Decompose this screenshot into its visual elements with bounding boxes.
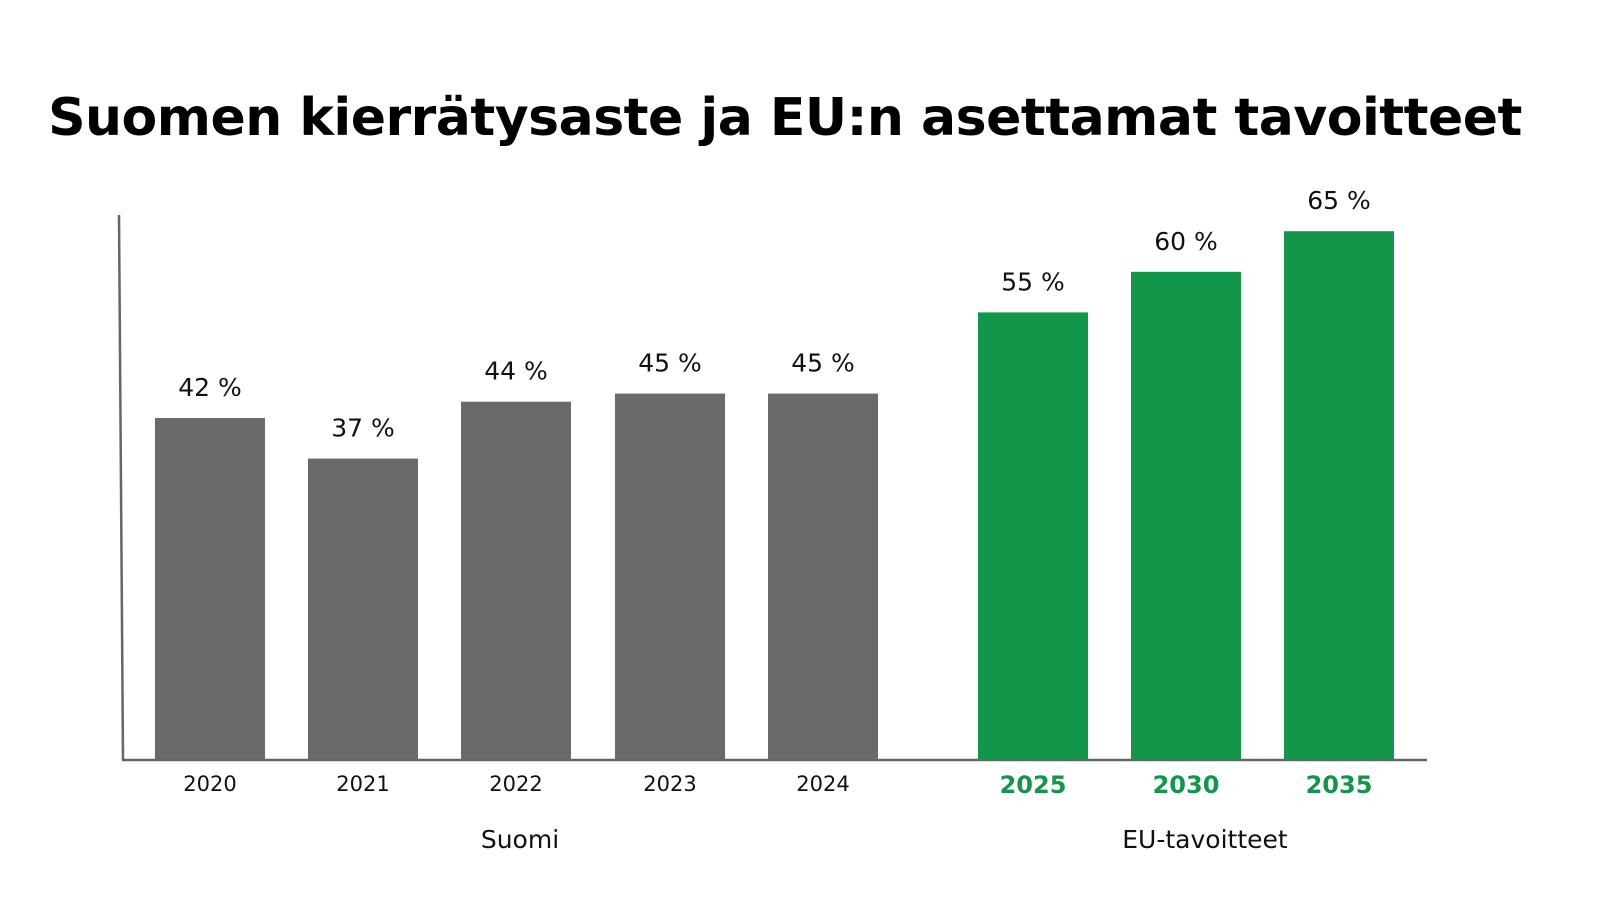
- group-label-eu-tavoitteet: EU-tavoitteet: [1122, 825, 1288, 854]
- data-label-2025: 55 %: [1001, 267, 1065, 296]
- x-tick-label-2025: 2025: [1000, 771, 1067, 799]
- bar-2021: [308, 458, 418, 759]
- x-tick-label-2035: 2035: [1306, 771, 1373, 799]
- chart-title: Suomen kierrätysaste ja EU:n asettamat t…: [48, 88, 1522, 148]
- x-tick-label-2024: 2024: [796, 772, 849, 796]
- data-label-2024: 45 %: [791, 349, 855, 378]
- data-label-2035: 65 %: [1307, 186, 1371, 215]
- x-tick-label-2021: 2021: [336, 772, 389, 796]
- x-tick-label-2022: 2022: [489, 772, 542, 796]
- bar-2035: [1284, 231, 1394, 759]
- data-label-2023: 45 %: [638, 349, 702, 378]
- x-tick-label-2030: 2030: [1153, 771, 1220, 799]
- x-tick-label-2020: 2020: [183, 772, 236, 796]
- group-label-suomi: Suomi: [481, 825, 559, 854]
- bar-2030: [1131, 271, 1241, 759]
- data-label-2020: 42 %: [178, 373, 242, 402]
- bar-2022: [461, 401, 571, 759]
- data-label-2022: 44 %: [484, 357, 548, 386]
- data-label-2021: 37 %: [331, 414, 395, 443]
- y-axis: [117, 214, 125, 761]
- x-tick-label-2023: 2023: [643, 772, 696, 796]
- bar-2025: [978, 312, 1088, 759]
- bar-2024: [768, 393, 878, 759]
- bar-2023: [615, 393, 725, 759]
- bar-2020: [155, 417, 265, 759]
- data-label-2030: 60 %: [1154, 227, 1218, 256]
